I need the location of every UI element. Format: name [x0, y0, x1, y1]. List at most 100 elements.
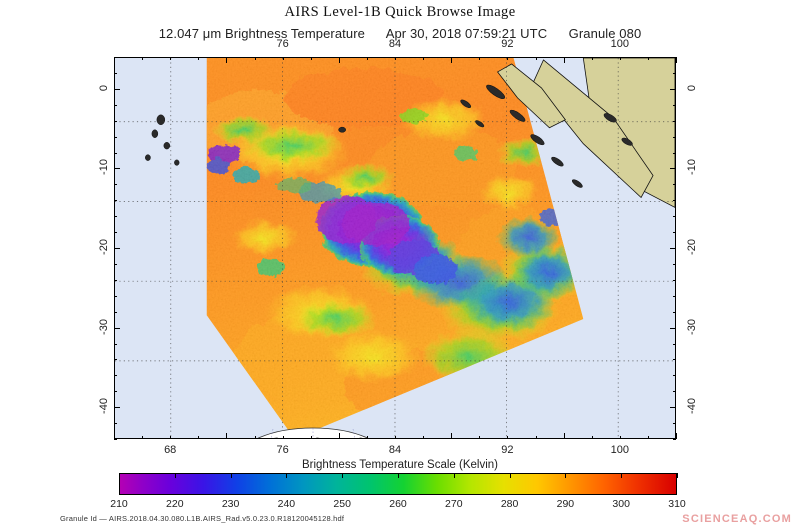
page-subtitle: 12.047 μm Brightness Temperature Apr 30,…: [0, 26, 800, 41]
colorbar-tick-mark: [453, 473, 455, 478]
world-locator-map: [257, 427, 369, 438]
tick-mark: [673, 232, 676, 234]
colorbar-tick-mark: [286, 473, 288, 478]
tick-mark: [114, 439, 117, 440]
tick-mark: [423, 57, 425, 60]
brightness-temperature-map[interactable]: [114, 57, 676, 439]
tick-mark: [395, 57, 396, 60]
bottom-axis-ticks: [114, 432, 677, 439]
tick-mark: [673, 72, 676, 74]
datetime-label: Apr 30, 2018 07:59:21 UTC: [385, 26, 548, 41]
tick-mark: [676, 57, 677, 63]
tick-mark: [114, 57, 115, 63]
tick-mark: [673, 279, 676, 281]
granule-number-label: Granule 080: [568, 26, 642, 41]
axis-tick-label-top: 92: [501, 38, 514, 50]
tick-mark: [114, 136, 117, 138]
tick-mark: [619, 57, 621, 60]
tick-mark: [198, 57, 200, 60]
colorbar-tick-label: 290: [556, 498, 575, 510]
tick-mark: [673, 295, 676, 297]
axis-tick-label-bottom: 100: [610, 444, 629, 456]
colorbar-tick-label: 220: [166, 498, 184, 510]
axis-tick-label-bottom: 68: [164, 444, 177, 456]
axis-tick-label-right: -10: [686, 159, 698, 176]
tick-mark: [673, 311, 676, 313]
tick-mark: [114, 248, 120, 249]
tick-mark: [114, 423, 117, 425]
tick-mark: [114, 232, 117, 234]
tick-mark: [114, 184, 117, 186]
tick-mark: [310, 57, 312, 60]
tick-mark: [338, 57, 340, 63]
colorbar-tick-label: 300: [612, 498, 630, 510]
colorbar-tick-label: 260: [389, 498, 407, 510]
colorbar-tick-label: 250: [333, 498, 351, 510]
colorbar-tick-label: 230: [221, 498, 240, 510]
tick-mark: [114, 407, 120, 409]
tick-mark: [114, 311, 117, 313]
axis-tick-label-top: 84: [388, 38, 402, 50]
satellite-swath-heatmap: [206, 58, 584, 438]
tick-mark: [310, 436, 312, 439]
tick-mark: [670, 327, 676, 329]
axis-tick-label-right: -20: [686, 239, 698, 255]
tick-mark: [670, 407, 676, 409]
tick-mark: [114, 433, 115, 439]
tick-mark: [142, 57, 144, 60]
tick-mark: [673, 216, 676, 218]
colorbar-tick-mark: [398, 473, 399, 478]
colorbar-tick-label: 270: [445, 498, 463, 510]
tick-mark: [507, 57, 509, 60]
tick-mark: [114, 57, 117, 58]
tick-mark: [479, 57, 481, 60]
colorbar-tick-mark: [119, 473, 120, 478]
tick-mark: [591, 436, 593, 439]
tick-mark: [338, 433, 340, 439]
colorbar-tick-label: 240: [277, 498, 296, 510]
tick-mark: [673, 120, 676, 122]
granule-id-label: Granule Id — AIRS.2018.04.30.080.L1B.AIR…: [60, 514, 345, 523]
axis-tick-label-right: -40: [686, 398, 698, 415]
tick-mark: [619, 436, 621, 439]
colorbar-tick-mark: [174, 473, 176, 478]
colorbar-tick-mark: [342, 473, 344, 478]
tick-mark: [670, 168, 676, 170]
tick-mark: [423, 436, 425, 439]
tick-mark: [673, 391, 676, 393]
tick-mark: [673, 263, 676, 265]
tick-mark: [282, 436, 284, 439]
tick-mark: [114, 375, 117, 377]
tick-mark: [563, 433, 565, 439]
tick-mark: [591, 57, 593, 60]
tick-mark: [114, 216, 117, 218]
colorbar-tick-label: 280: [500, 498, 519, 510]
tick-mark: [226, 57, 228, 63]
axis-tick-label-left: -30: [98, 318, 110, 335]
tick-mark: [198, 436, 200, 439]
tick-mark: [673, 359, 676, 361]
tick-mark: [647, 57, 649, 60]
tick-mark: [114, 343, 117, 345]
tick-mark: [114, 120, 117, 122]
tick-mark: [114, 263, 117, 265]
channel-label: 12.047 μm Brightness Temperature: [158, 26, 365, 41]
tick-mark: [170, 57, 172, 60]
tick-mark: [535, 436, 537, 439]
tick-mark: [366, 57, 368, 60]
tick-mark: [479, 436, 481, 439]
tick-mark: [507, 436, 509, 439]
colorbar-tick-mark: [565, 473, 567, 478]
axis-tick-label-right: -30: [686, 318, 698, 335]
top-axis-ticks: [114, 57, 677, 64]
colorbar-tick-mark: [509, 473, 511, 478]
tick-mark: [535, 57, 537, 60]
tick-mark: [114, 152, 117, 154]
axis-tick-label-left: 0: [98, 84, 110, 91]
tick-mark: [673, 375, 676, 377]
tick-mark: [114, 359, 117, 361]
tick-mark: [395, 436, 396, 439]
tick-mark: [673, 152, 676, 154]
tick-mark: [282, 57, 284, 60]
tick-mark: [673, 104, 676, 106]
